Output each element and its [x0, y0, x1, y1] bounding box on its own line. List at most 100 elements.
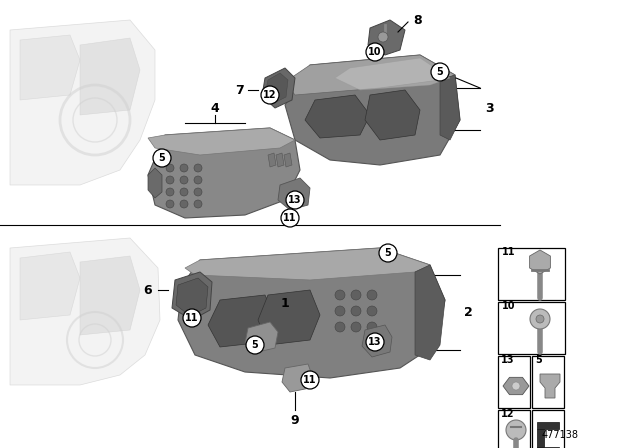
Polygon shape [284, 153, 292, 167]
Text: 11: 11 [185, 313, 199, 323]
Polygon shape [80, 256, 140, 335]
Polygon shape [172, 272, 212, 320]
Text: 5: 5 [252, 340, 259, 350]
Polygon shape [305, 95, 370, 138]
Circle shape [506, 420, 526, 440]
Polygon shape [278, 178, 310, 210]
Bar [498, 356, 530, 408]
Text: 13: 13 [288, 195, 301, 205]
Circle shape [301, 371, 319, 389]
Polygon shape [262, 68, 295, 108]
Text: 5: 5 [535, 355, 541, 365]
Text: 10: 10 [502, 301, 515, 311]
Text: 8: 8 [413, 13, 422, 26]
Circle shape [335, 322, 345, 332]
Polygon shape [440, 75, 460, 140]
Circle shape [512, 382, 520, 390]
Polygon shape [80, 38, 140, 115]
Text: 11: 11 [502, 247, 515, 257]
Polygon shape [503, 377, 529, 395]
Text: 11: 11 [284, 213, 297, 223]
Circle shape [183, 309, 201, 327]
Circle shape [194, 200, 202, 208]
Bar [498, 248, 565, 300]
Text: 1: 1 [280, 297, 289, 310]
Polygon shape [282, 364, 312, 392]
Polygon shape [148, 168, 162, 198]
Circle shape [194, 176, 202, 184]
Circle shape [286, 191, 304, 209]
Text: 7: 7 [236, 83, 244, 96]
Circle shape [530, 309, 550, 329]
Circle shape [180, 200, 188, 208]
Text: 6: 6 [144, 284, 152, 297]
Circle shape [166, 188, 174, 196]
Circle shape [335, 290, 345, 300]
Text: 12: 12 [501, 409, 515, 419]
Bar [532, 410, 564, 448]
Polygon shape [540, 374, 560, 398]
Bar [498, 302, 565, 354]
Text: 3: 3 [486, 102, 494, 115]
Polygon shape [415, 265, 445, 360]
Polygon shape [178, 248, 445, 378]
Circle shape [536, 315, 544, 323]
Text: 11: 11 [303, 375, 317, 385]
Polygon shape [148, 128, 295, 155]
Polygon shape [20, 252, 80, 320]
Text: 5: 5 [385, 248, 392, 258]
Circle shape [281, 209, 299, 227]
Polygon shape [176, 278, 208, 316]
Text: 5: 5 [436, 67, 444, 77]
Text: 4: 4 [211, 102, 220, 115]
Circle shape [246, 336, 264, 354]
Circle shape [194, 188, 202, 196]
Bar [537, 447, 559, 448]
Polygon shape [285, 55, 460, 165]
Circle shape [351, 322, 361, 332]
Bar [532, 356, 564, 408]
Polygon shape [268, 153, 276, 167]
Circle shape [180, 188, 188, 196]
Circle shape [378, 32, 388, 42]
Polygon shape [530, 250, 550, 274]
Circle shape [366, 43, 384, 61]
Polygon shape [362, 325, 392, 357]
Text: 13: 13 [368, 337, 381, 347]
Text: 477138: 477138 [541, 430, 579, 440]
Polygon shape [265, 73, 288, 104]
Circle shape [379, 244, 397, 262]
Bar [537, 422, 559, 429]
Text: 12: 12 [263, 90, 276, 100]
Circle shape [351, 290, 361, 300]
Circle shape [180, 176, 188, 184]
Text: 2: 2 [463, 306, 472, 319]
Circle shape [166, 200, 174, 208]
Text: 13: 13 [501, 355, 515, 365]
Text: 10: 10 [368, 47, 381, 57]
Polygon shape [185, 248, 430, 280]
Polygon shape [258, 290, 320, 345]
Polygon shape [148, 128, 300, 218]
Text: 9: 9 [291, 414, 300, 426]
Circle shape [366, 333, 384, 351]
Bar [498, 410, 530, 448]
Circle shape [431, 63, 449, 81]
Polygon shape [365, 90, 420, 140]
Text: 5: 5 [159, 153, 165, 163]
Polygon shape [335, 58, 450, 90]
Polygon shape [276, 153, 284, 167]
Circle shape [166, 176, 174, 184]
Bar [537, 429, 544, 447]
Circle shape [335, 306, 345, 316]
Circle shape [166, 164, 174, 172]
Circle shape [153, 149, 171, 167]
Circle shape [351, 306, 361, 316]
Circle shape [367, 290, 377, 300]
Polygon shape [368, 20, 405, 55]
Circle shape [367, 306, 377, 316]
Polygon shape [10, 238, 160, 385]
Circle shape [194, 164, 202, 172]
Circle shape [180, 164, 188, 172]
Polygon shape [208, 295, 275, 347]
